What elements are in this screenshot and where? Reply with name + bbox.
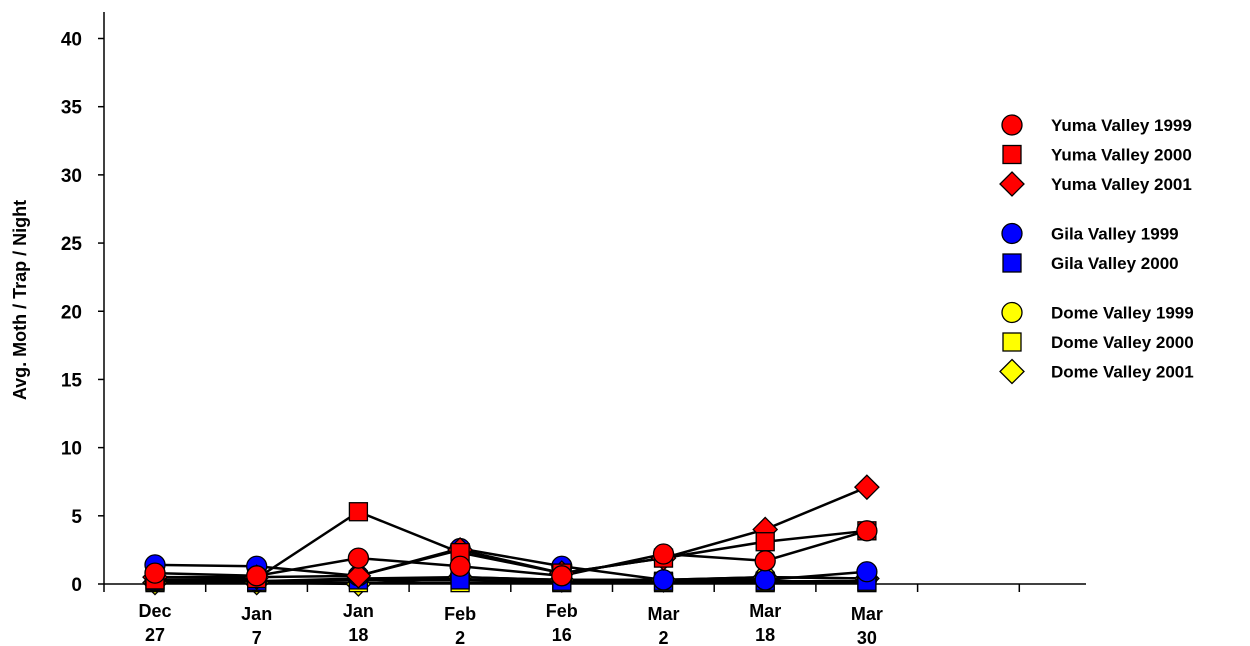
y-tick-label: 5 bbox=[71, 507, 82, 528]
series-line bbox=[154, 547, 868, 582]
data-point bbox=[754, 550, 776, 572]
data-point bbox=[551, 565, 573, 587]
x-axis-ticks: Dec 27 Jan 7 Jan 18 Feb 2 Feb 16 Mar 2 Mar 18 Mar 30 bbox=[103, 584, 1021, 646]
legend-marker bbox=[1001, 114, 1023, 136]
legend-label: Dome Valley 2001 bbox=[1051, 363, 1194, 382]
y-axis-title: Avg. Moth / Trap / Night bbox=[10, 200, 30, 400]
y-tick-label: 25 bbox=[61, 234, 83, 255]
x-tick-label-day: 27 bbox=[145, 625, 165, 645]
y-tick-label: 35 bbox=[61, 98, 83, 119]
data-point bbox=[449, 555, 471, 577]
legend-item: Dome Valley 2001 bbox=[999, 358, 1194, 385]
y-axis-ticks: 0 5 10 15 20 25 30 35 40 bbox=[61, 30, 104, 596]
legend-label: Dome Valley 2000 bbox=[1051, 333, 1194, 352]
data-point bbox=[853, 474, 880, 501]
x-tick-label-day: 2 bbox=[455, 628, 465, 646]
data-point bbox=[144, 562, 166, 584]
legend-item: Yuma Valley 2000 bbox=[1002, 144, 1192, 165]
series-line bbox=[155, 575, 867, 586]
legend-marker bbox=[1001, 222, 1023, 245]
data-point bbox=[652, 569, 675, 591]
data-point bbox=[246, 565, 268, 587]
y-tick-label: 30 bbox=[61, 166, 82, 187]
legend-marker bbox=[1002, 332, 1022, 352]
legend-item: Gila Valley 1999 bbox=[1001, 222, 1179, 245]
series-markers bbox=[142, 474, 880, 597]
legend-label: Gila Valley 1999 bbox=[1051, 225, 1179, 244]
legend-marker bbox=[999, 171, 1025, 197]
data-point bbox=[347, 547, 370, 569]
data-point bbox=[652, 543, 675, 565]
legend-item: Dome Valley 2000 bbox=[1002, 332, 1194, 352]
x-tick-label-month: Mar bbox=[647, 604, 679, 624]
y-tick-label: 10 bbox=[61, 439, 82, 460]
x-tick-label-month: Feb bbox=[546, 601, 578, 621]
x-tick-label-month: Jan bbox=[241, 604, 272, 624]
legend-label: Yuma Valley 2000 bbox=[1051, 146, 1192, 165]
legend-marker bbox=[1002, 253, 1022, 273]
x-tick-label-day: 18 bbox=[348, 625, 368, 645]
y-tick-label: 20 bbox=[61, 302, 82, 323]
series-line bbox=[155, 486, 868, 579]
legend-item: Yuma Valley 2001 bbox=[999, 171, 1192, 197]
legend: Yuma Valley 1999 Yuma Valley 2000 Yuma Val… bbox=[999, 114, 1194, 385]
x-tick-label-month: Mar bbox=[749, 601, 781, 621]
data-point bbox=[856, 520, 878, 542]
data-point bbox=[754, 569, 776, 591]
legend-item: Dome Valley 1999 bbox=[1001, 301, 1194, 324]
series-line bbox=[154, 529, 868, 578]
axes bbox=[103, 12, 1086, 585]
y-tick-label: 40 bbox=[61, 30, 82, 51]
y-tick-label: 15 bbox=[61, 370, 83, 391]
series-lines bbox=[154, 486, 868, 586]
x-tick-label-month: Dec bbox=[138, 601, 171, 621]
x-tick-label-day: 7 bbox=[252, 628, 262, 646]
legend-item: Gila Valley 2000 bbox=[1002, 253, 1179, 273]
y-tick-label: 0 bbox=[71, 575, 82, 596]
legend-label: Gila Valley 2000 bbox=[1051, 254, 1179, 273]
x-tick-label-day: 30 bbox=[857, 628, 877, 646]
x-tick-label-month: Jan bbox=[343, 601, 374, 621]
x-tick-label-day: 18 bbox=[755, 625, 775, 645]
legend-marker bbox=[999, 358, 1025, 385]
legend-marker bbox=[1001, 301, 1023, 324]
legend-marker bbox=[1002, 144, 1022, 165]
data-point bbox=[856, 561, 878, 583]
data-point bbox=[755, 532, 775, 552]
legend-item: Yuma Valley 1999 bbox=[1001, 114, 1192, 136]
legend-label: Dome Valley 1999 bbox=[1051, 304, 1194, 323]
x-tick-label-day: 2 bbox=[658, 628, 668, 646]
legend-label: Yuma Valley 2001 bbox=[1051, 175, 1192, 194]
legend-label: Yuma Valley 1999 bbox=[1051, 116, 1192, 135]
data-point bbox=[345, 562, 372, 589]
x-tick-label-month: Feb bbox=[444, 604, 476, 624]
x-tick-label-day: 16 bbox=[552, 625, 572, 645]
x-tick-label-month: Mar bbox=[851, 604, 883, 624]
data-point bbox=[348, 502, 369, 522]
